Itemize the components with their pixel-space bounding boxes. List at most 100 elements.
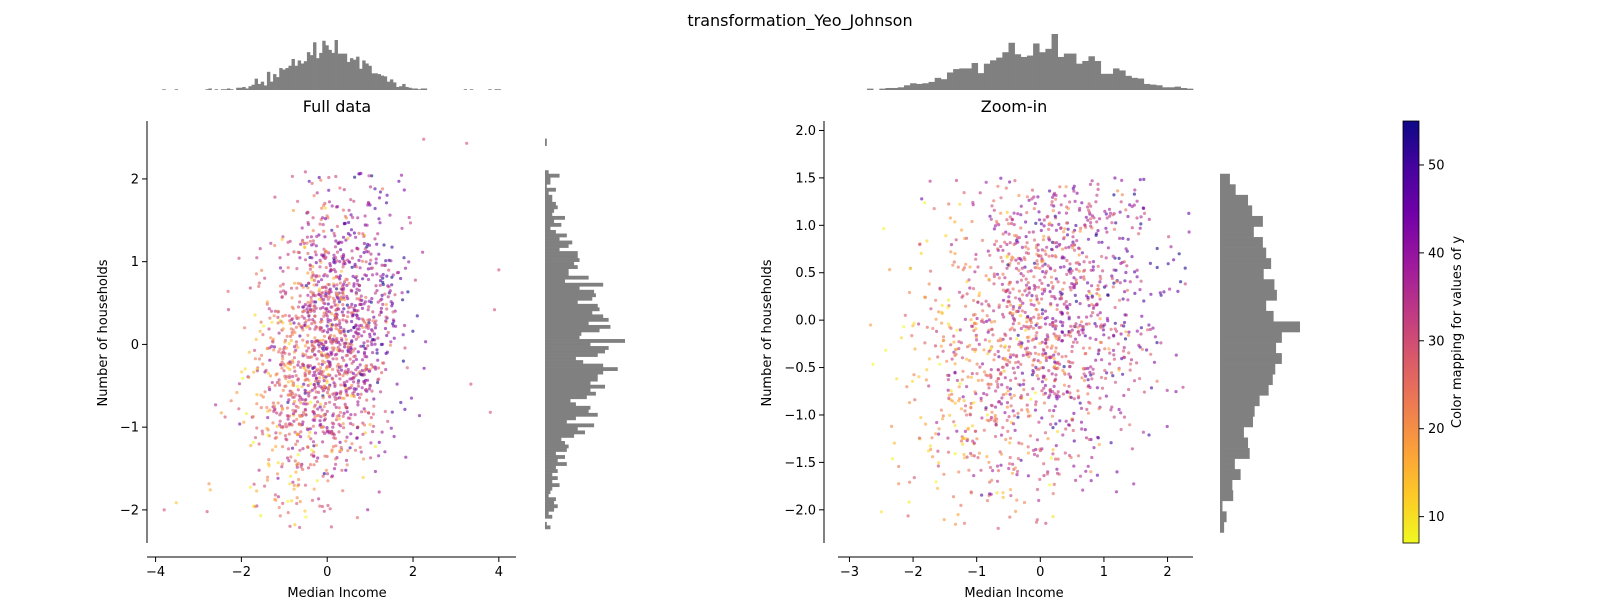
data-point xyxy=(361,344,365,348)
histogram-bar xyxy=(545,289,595,294)
data-point xyxy=(1108,351,1112,355)
data-point xyxy=(963,404,968,408)
data-point xyxy=(919,416,923,420)
data-point xyxy=(1096,182,1100,186)
data-point xyxy=(993,353,997,357)
data-point xyxy=(1032,261,1037,265)
data-point xyxy=(269,309,274,313)
data-point xyxy=(413,278,417,282)
data-point xyxy=(1057,336,1061,340)
data-point xyxy=(331,392,335,396)
data-point xyxy=(340,269,344,273)
data-point xyxy=(329,318,333,322)
data-point xyxy=(368,332,372,336)
data-point xyxy=(350,265,354,269)
histogram-bar xyxy=(545,205,558,210)
data-point xyxy=(348,446,352,450)
data-point xyxy=(387,268,391,272)
data-point xyxy=(322,297,326,302)
data-point xyxy=(950,357,954,361)
data-point xyxy=(335,205,340,209)
data-point xyxy=(328,262,332,266)
data-point xyxy=(315,479,319,483)
data-point xyxy=(273,383,277,387)
data-point xyxy=(1076,330,1080,334)
data-point xyxy=(987,318,991,322)
data-point xyxy=(397,179,401,183)
data-point xyxy=(327,310,332,314)
data-point xyxy=(965,385,969,389)
histogram-bar xyxy=(545,349,605,354)
data-point xyxy=(1031,230,1035,234)
data-point xyxy=(979,399,983,403)
data-point xyxy=(1095,302,1099,306)
data-point xyxy=(274,444,278,449)
data-point xyxy=(1030,188,1035,192)
data-point xyxy=(322,247,326,251)
data-point xyxy=(278,284,283,288)
data-point xyxy=(380,263,384,267)
data-point xyxy=(1125,288,1129,292)
data-point xyxy=(1034,403,1038,407)
data-point xyxy=(340,291,344,295)
data-point xyxy=(336,362,340,366)
data-point xyxy=(314,244,318,248)
data-point xyxy=(1025,335,1029,340)
data-point xyxy=(961,369,965,373)
data-point xyxy=(301,285,305,289)
data-point xyxy=(328,395,332,399)
data-point xyxy=(953,401,957,405)
data-point xyxy=(1042,401,1047,405)
data-point xyxy=(342,426,346,430)
data-point xyxy=(392,434,396,439)
data-point xyxy=(386,295,390,299)
data-point xyxy=(1148,261,1152,265)
data-point xyxy=(279,290,283,294)
data-point xyxy=(946,436,950,440)
data-point xyxy=(1094,233,1098,237)
histogram-bar xyxy=(959,68,966,90)
data-point xyxy=(343,280,347,284)
data-point xyxy=(330,204,334,208)
data-point xyxy=(351,349,355,353)
data-point xyxy=(1065,205,1069,209)
histogram-bar xyxy=(1220,342,1277,354)
data-point xyxy=(1025,287,1029,291)
data-point xyxy=(311,318,315,322)
data-point xyxy=(1123,313,1127,317)
data-point xyxy=(383,326,388,331)
data-point xyxy=(1044,252,1048,256)
data-point xyxy=(1011,366,1015,370)
data-point xyxy=(350,256,354,260)
data-point xyxy=(1005,418,1009,422)
data-point xyxy=(350,249,354,253)
data-point xyxy=(303,374,307,378)
data-point xyxy=(1089,479,1093,483)
data-point xyxy=(367,305,371,309)
data-point xyxy=(303,391,307,395)
data-point xyxy=(1046,214,1050,218)
data-point xyxy=(296,305,301,309)
data-point xyxy=(999,433,1004,437)
data-point xyxy=(1008,441,1012,445)
data-point xyxy=(1016,333,1020,337)
data-point xyxy=(335,283,339,287)
data-point xyxy=(1068,302,1072,307)
data-point xyxy=(963,409,967,413)
x-tick-label: 0 xyxy=(323,565,331,580)
data-point xyxy=(402,188,406,192)
data-point xyxy=(241,376,245,380)
data-point xyxy=(971,200,975,205)
data-point xyxy=(338,343,342,347)
data-point xyxy=(334,405,338,409)
data-point xyxy=(1017,321,1021,325)
data-point xyxy=(281,350,286,354)
histogram-bar xyxy=(1131,77,1138,90)
data-point xyxy=(1057,472,1061,476)
data-point xyxy=(329,350,333,354)
data-point xyxy=(949,326,953,330)
data-point xyxy=(336,303,340,307)
data-point xyxy=(958,202,962,206)
data-point xyxy=(928,179,932,183)
data-point xyxy=(392,336,396,340)
